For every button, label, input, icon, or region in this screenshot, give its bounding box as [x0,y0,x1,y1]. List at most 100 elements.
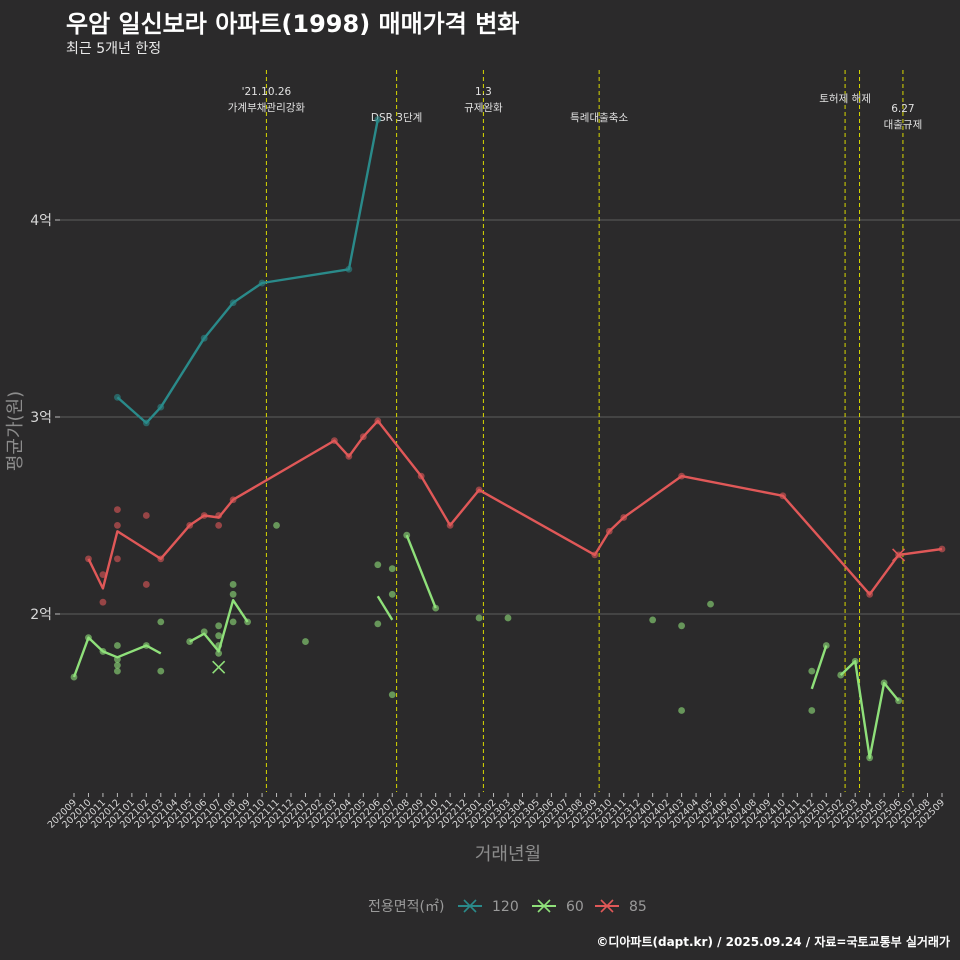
series-points [70,116,946,762]
event-label: 1.3 [475,86,492,98]
event-label: 토허제 해제 [819,92,871,105]
data-point-85 [374,417,382,425]
data-point-85 [229,496,237,504]
data-point-60 [157,667,165,675]
data-point-60 [114,661,121,669]
data-point-60 [215,650,223,657]
data-point-120 [229,299,237,307]
data-point-60 [114,667,121,675]
series-line-120 [116,119,379,425]
data-point-60 [808,667,816,675]
data-point-60 [244,618,252,626]
grid-lines [60,219,960,615]
data-point-60 [388,691,396,699]
cross-marker [537,899,551,913]
data-point-60 [374,561,382,569]
data-point-85 [620,514,628,521]
data-point-60 [432,604,440,612]
data-point-85 [186,521,194,529]
data-point-85 [85,555,92,563]
event-label: 6.27 [891,103,914,115]
data-point-60 [895,697,902,705]
data-point-85 [99,598,107,606]
data-point-60 [215,632,223,640]
data-point-60 [215,622,223,630]
data-point-60 [99,648,107,655]
y-axis-ticks: 2억 3억 4억 [30,213,60,623]
legend-label-120: 120 [492,899,519,915]
data-point-85 [142,581,150,588]
y-tick-label: 4억 [30,213,52,229]
event-label: 대출규제 [884,119,923,131]
series-line-85 [87,419,943,596]
legend: 전용면적(㎡) 120 60 85 [368,899,647,915]
data-point-60 [142,642,150,649]
data-point-60 [851,657,859,665]
data-point-60 [200,628,208,636]
data-point-60 [707,600,714,608]
data-point-60 [70,673,78,681]
chart-title: 우암 일신보라 아파트(1998) 매매가격 변화 [66,10,520,38]
data-point-85 [345,453,353,460]
data-point-85 [779,492,787,500]
event-label: 가계부채관리강화 [228,102,306,114]
data-point-60 [157,618,165,626]
data-point-85 [157,555,165,563]
data-point-60 [215,642,223,649]
series-lines [72,119,943,759]
data-point-85 [938,545,946,553]
data-point-120 [114,393,121,401]
data-point-60 [475,614,483,622]
data-point-60 [114,642,121,649]
data-point-85 [678,472,685,480]
series-line-60 [405,534,437,609]
legend-title: 전용면적(㎡) [368,899,444,915]
cross-marker [600,899,614,913]
data-point-120 [258,279,266,287]
event-label: 특례대출축소 [570,112,628,124]
data-point-85 [866,590,874,598]
data-point-60 [229,590,237,598]
data-point-85 [417,472,425,480]
data-point-85 [605,527,613,535]
data-point-60 [822,642,830,649]
data-point-60 [504,614,512,622]
data-point-85 [215,521,223,529]
data-point-60 [273,521,280,529]
data-point-85 [142,512,150,519]
series-line-60 [839,660,900,759]
data-point-85 [475,486,483,494]
data-point-60 [808,707,816,714]
data-point-120 [200,334,208,342]
data-point-60 [302,638,309,645]
data-point-60 [388,565,396,573]
data-point-85 [331,437,338,445]
series-line-60 [376,595,394,621]
event-label: '21.10.26 [242,86,292,98]
data-point-120 [374,116,382,123]
x-axis-ticks: 2020092020102020112020122021012021022021… [46,793,947,831]
data-point-120 [157,403,165,411]
cross-marker [463,899,477,913]
data-point-60 [388,590,396,598]
data-point-60 [866,754,874,762]
x-axis-title: 거래년월 [475,844,541,865]
data-point-60 [229,581,237,588]
data-point-60 [374,620,382,628]
data-point-85 [114,521,121,529]
data-point-60 [114,655,121,663]
event-label: DSR 3단계 [371,112,422,124]
data-point-85 [446,521,454,529]
y-tick-label: 3억 [30,410,52,426]
y-tick-label: 2억 [30,607,52,623]
source-caption: ©디아파트(dapt.kr) / 2025.09.24 / 자료=국토교통부 실… [596,935,950,949]
data-point-120 [345,265,353,273]
data-point-60 [85,634,92,642]
data-point-60 [403,531,411,539]
data-point-85 [99,571,107,578]
cross-marker [892,548,906,562]
data-point-85 [591,551,599,559]
data-point-60 [229,618,237,626]
